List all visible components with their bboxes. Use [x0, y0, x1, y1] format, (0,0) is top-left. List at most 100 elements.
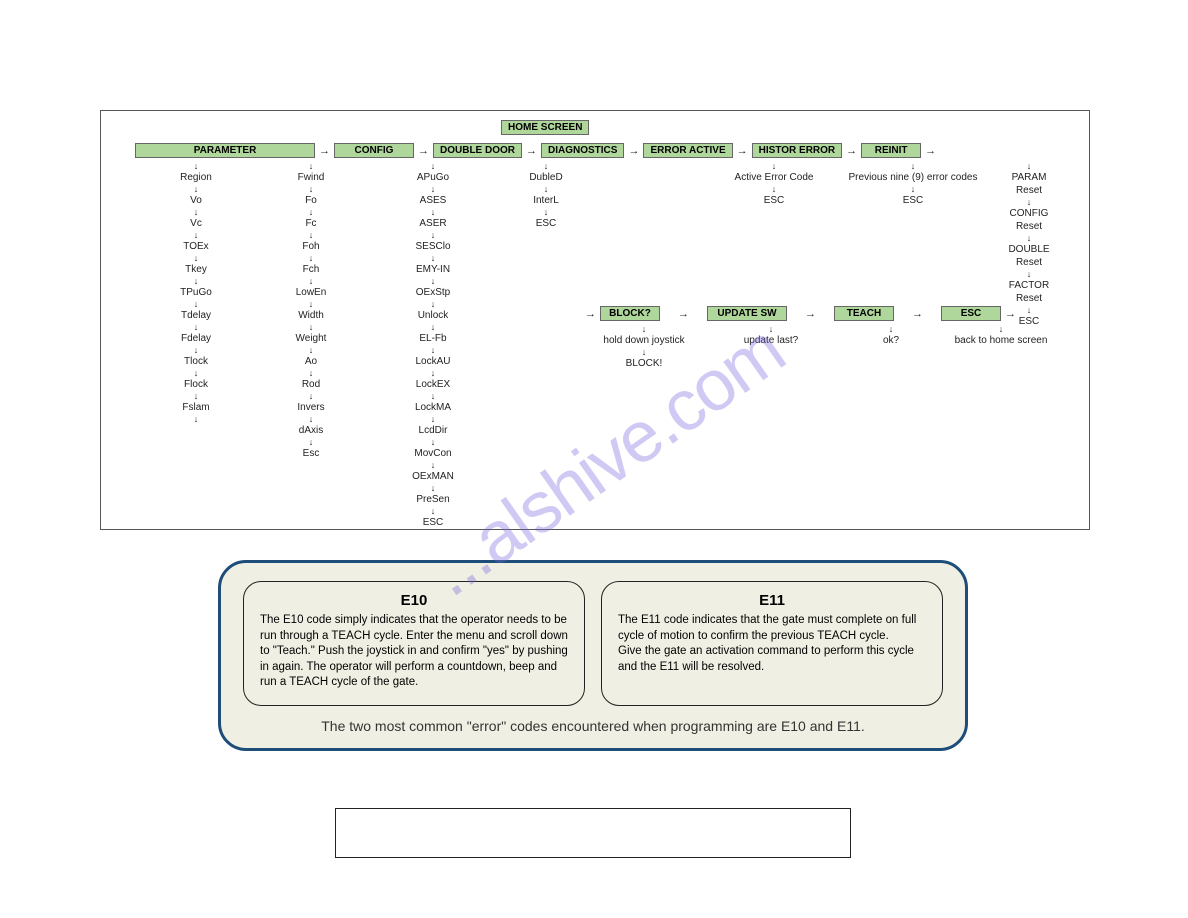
arrow-down-icon: ↓	[941, 324, 1061, 334]
menu-item: DubleD	[511, 171, 581, 184]
arrow-down-icon: ↓	[161, 414, 231, 424]
header-config: CONFIG	[334, 143, 414, 158]
arrow-down-icon: ↓	[161, 230, 231, 240]
arrow-down-icon: ↓	[398, 161, 468, 171]
arrow-down-icon: ↓	[276, 437, 346, 447]
arrow-down-icon: ↓	[161, 345, 231, 355]
header-esc: ESC	[941, 306, 1001, 321]
arrow-down-icon: ↓	[161, 161, 231, 171]
menu-item: PreSen	[398, 493, 468, 506]
arrow-down-icon: ↓	[726, 324, 816, 334]
arrow-right-icon: →	[842, 145, 861, 157]
menu-item: ESC	[398, 516, 468, 529]
arrow-down-icon: ↓	[589, 324, 699, 334]
menu-item: FACTOR	[994, 279, 1064, 292]
menu-item: Fo	[276, 194, 346, 207]
arrow-down-icon: ↓	[276, 276, 346, 286]
arrow-down-icon: ↓	[398, 207, 468, 217]
arrow-down-icon: ↓	[994, 269, 1064, 279]
col-teach: ↓ok?	[856, 324, 926, 347]
arrow-down-icon: ↓	[398, 345, 468, 355]
menu-item: Tdelay	[161, 309, 231, 322]
menu-item: TOEx	[161, 240, 231, 253]
arrow-down-icon: ↓	[398, 460, 468, 470]
header-doubledoor: DOUBLE DOOR	[433, 143, 522, 158]
menu-item: Vc	[161, 217, 231, 230]
arrow-right-icon: →	[733, 145, 752, 157]
col-reinit: ↓PARAMReset↓CONFIGReset↓DOUBLEReset↓FACT…	[994, 161, 1064, 328]
arrow-down-icon: ↓	[833, 184, 993, 194]
header-parameter: PARAMETER	[135, 143, 315, 158]
arrow-down-icon: ↓	[398, 253, 468, 263]
menu-item: LockAU	[398, 355, 468, 368]
info-panel: E10 The E10 code simply indicates that t…	[218, 560, 968, 751]
menu-item: Region	[161, 171, 231, 184]
arrow-down-icon: ↓	[833, 161, 993, 171]
menu-item: BLOCK!	[589, 357, 699, 370]
menu-item: Reset	[994, 292, 1064, 305]
arrow-right-icon: →	[921, 145, 940, 157]
menu-item: ESC	[719, 194, 829, 207]
arrow-down-icon: ↓	[511, 184, 581, 194]
arrow-down-icon: ↓	[398, 230, 468, 240]
arrow-down-icon: ↓	[276, 184, 346, 194]
arrow-down-icon: ↓	[161, 276, 231, 286]
arrow-down-icon: ↓	[161, 253, 231, 263]
menu-item: Foh	[276, 240, 346, 253]
arrow-right-icon: →	[894, 308, 941, 320]
menu-row-1: PARAMETER → CONFIG → DOUBLE DOOR → DIAGN…	[101, 143, 1089, 158]
menu-item: dAxis	[276, 424, 346, 437]
menu-item: EL-Fb	[398, 332, 468, 345]
header-diagnostics: DIAGNOSTICS	[541, 143, 624, 158]
menu-item: Invers	[276, 401, 346, 414]
arrow-down-icon: ↓	[161, 391, 231, 401]
home-screen-header: HOME SCREEN	[501, 120, 589, 135]
arrow-down-icon: ↓	[276, 253, 346, 263]
arrow-down-icon: ↓	[161, 322, 231, 332]
menu-item: Vo	[161, 194, 231, 207]
e11-card: E11 The E11 code indicates that the gate…	[601, 581, 943, 706]
arrow-down-icon: ↓	[398, 391, 468, 401]
menu-item: ASES	[398, 194, 468, 207]
arrow-down-icon: ↓	[161, 299, 231, 309]
col-parameter-a: ↓Region↓Vo↓Vc↓TOEx↓Tkey↓TPuGo↓Tdelay↓Fde…	[161, 161, 231, 424]
arrow-down-icon: ↓	[398, 414, 468, 424]
menu-item: Fdelay	[161, 332, 231, 345]
arrow-right-icon: →	[414, 145, 433, 157]
menu-item: OExMAN	[398, 470, 468, 483]
arrow-down-icon: ↓	[276, 414, 346, 424]
arrow-down-icon: ↓	[161, 184, 231, 194]
menu-item: Active Error Code	[719, 171, 829, 184]
menu-item: Reset	[994, 220, 1064, 233]
menu-item: LockMA	[398, 401, 468, 414]
e10-title: E10	[260, 592, 568, 609]
header-erroractive: ERROR ACTIVE	[643, 143, 732, 158]
menu-item: Rod	[276, 378, 346, 391]
menu-item: Tkey	[161, 263, 231, 276]
arrow-down-icon: ↓	[398, 368, 468, 378]
menu-item: OExStp	[398, 286, 468, 299]
menu-item: Reset	[994, 256, 1064, 269]
empty-box	[335, 808, 851, 858]
arrow-down-icon: ↓	[161, 207, 231, 217]
arrow-right-icon: →	[660, 308, 707, 320]
arrow-down-icon: ↓	[994, 305, 1064, 315]
arrow-down-icon: ↓	[994, 161, 1064, 171]
menu-item: Fslam	[161, 401, 231, 414]
menu-item: SESClo	[398, 240, 468, 253]
arrow-down-icon: ↓	[276, 230, 346, 240]
col-esc: ↓back to home screen	[941, 324, 1061, 347]
menu-item: Tlock	[161, 355, 231, 368]
header-block: BLOCK?	[600, 306, 660, 321]
arrow-down-icon: ↓	[398, 506, 468, 516]
arrow-down-icon: ↓	[276, 299, 346, 309]
arrow-down-icon: ↓	[276, 207, 346, 217]
menu-item: TPuGo	[161, 286, 231, 299]
menu-item: DOUBLE	[994, 243, 1064, 256]
arrow-down-icon: ↓	[719, 184, 829, 194]
arrow-right-icon: →	[624, 145, 643, 157]
menu-tree-diagram: HOME SCREEN PARAMETER → CONFIG → DOUBLE …	[100, 110, 1090, 530]
col-updatesw: ↓update last?	[726, 324, 816, 347]
e11-body: The E11 code indicates that the gate mus…	[618, 613, 926, 675]
menu-item: Unlock	[398, 309, 468, 322]
